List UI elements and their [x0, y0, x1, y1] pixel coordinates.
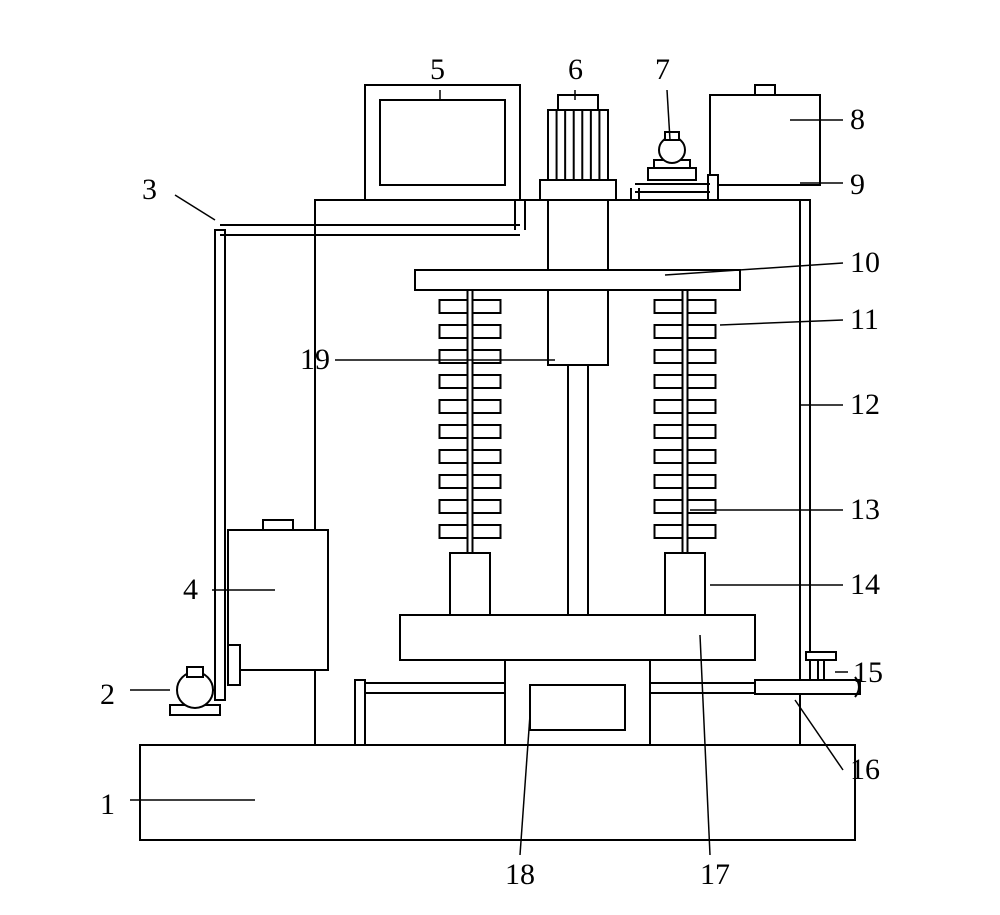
- label-3: 3: [142, 175, 157, 205]
- diagram-root: 1 2 3 4 5 6 7 8 9 10 11 12 13 14 15 16 1…: [0, 0, 1000, 915]
- label-14: 14: [850, 570, 880, 600]
- label-1: 1: [100, 790, 115, 820]
- label-7: 7: [655, 55, 670, 85]
- label-4: 4: [183, 575, 198, 605]
- label-8: 8: [850, 105, 865, 135]
- label-18: 18: [505, 860, 535, 890]
- label-17: 17: [700, 860, 730, 890]
- label-13: 13: [850, 495, 880, 525]
- label-15: 15: [853, 658, 883, 688]
- label-6: 6: [568, 55, 583, 85]
- label-11: 11: [850, 305, 879, 335]
- label-5: 5: [430, 55, 445, 85]
- label-10: 10: [850, 248, 880, 278]
- label-9: 9: [850, 170, 865, 200]
- label-12: 12: [850, 390, 880, 420]
- label-16: 16: [850, 755, 880, 785]
- label-19: 19: [300, 345, 330, 375]
- label-2: 2: [100, 680, 115, 710]
